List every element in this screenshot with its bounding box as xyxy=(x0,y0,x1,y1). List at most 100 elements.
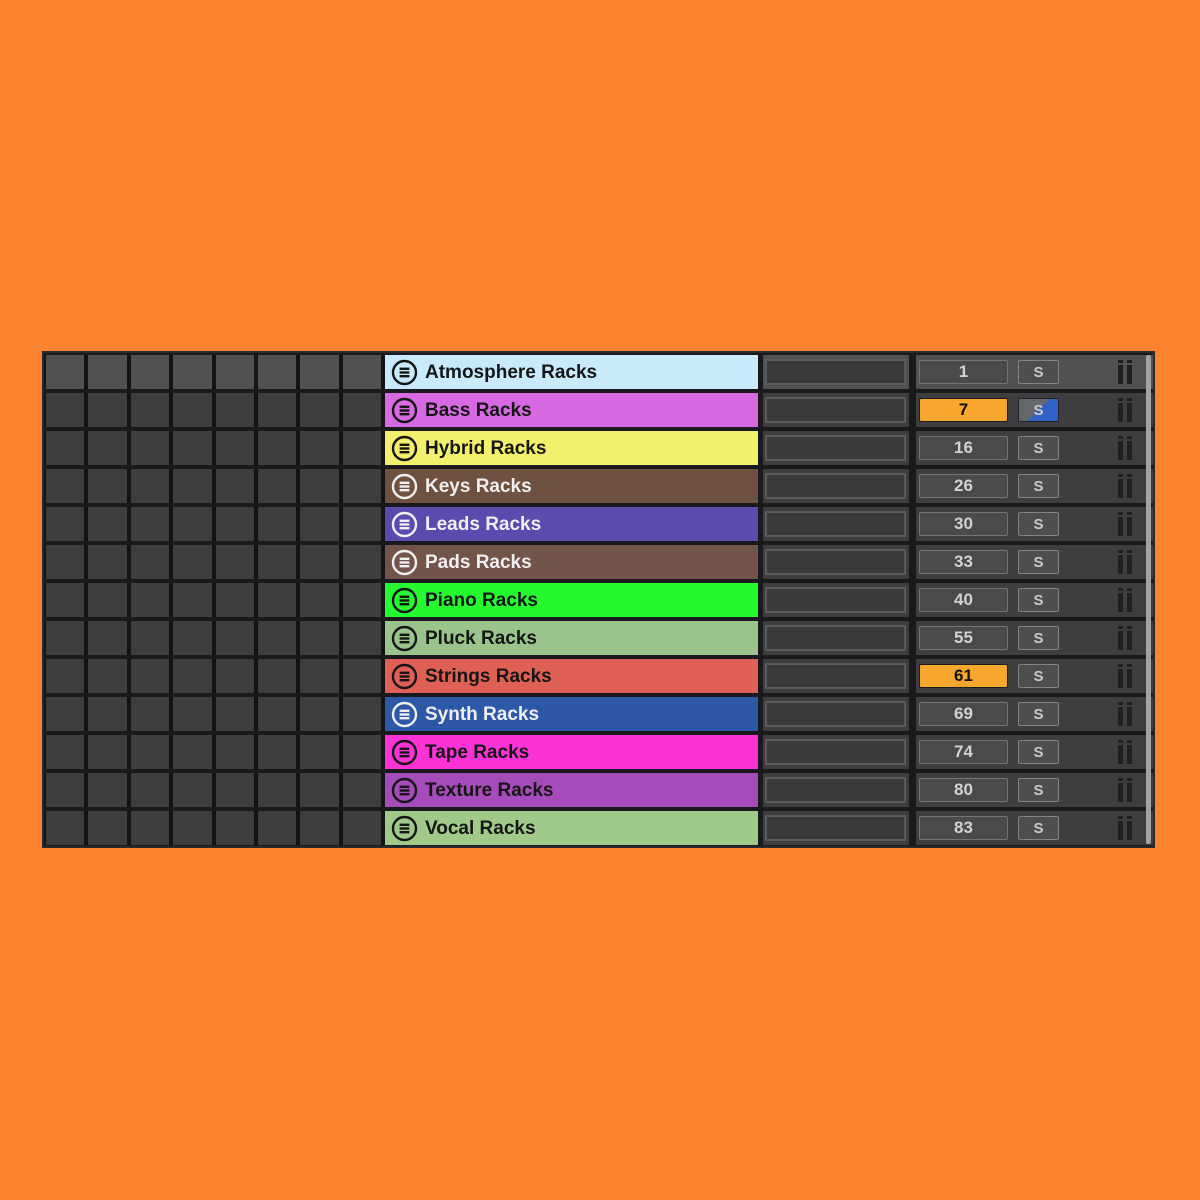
clip-slot[interactable] xyxy=(257,355,297,389)
clip-slot[interactable] xyxy=(173,393,212,427)
value-box[interactable]: 33 xyxy=(919,550,1008,574)
solo-button[interactable]: S xyxy=(1018,588,1059,612)
track-name-bar[interactable]: Tape Racks xyxy=(385,735,758,769)
clip-slot[interactable] xyxy=(130,773,170,807)
clip-slot[interactable] xyxy=(342,355,381,389)
clip-slot[interactable] xyxy=(215,773,254,807)
clip-slot[interactable] xyxy=(215,659,254,693)
clip-slot[interactable] xyxy=(257,431,297,465)
solo-button[interactable]: S xyxy=(1018,436,1059,460)
clip-slot[interactable] xyxy=(88,697,127,731)
clip-slot[interactable] xyxy=(130,355,170,389)
clip-slot[interactable] xyxy=(257,583,297,617)
vertical-scrollbar[interactable] xyxy=(1146,355,1151,844)
track-display-box[interactable] xyxy=(765,701,906,727)
clip-slot[interactable] xyxy=(300,659,339,693)
clip-slot[interactable] xyxy=(215,811,254,845)
clip-slot[interactable] xyxy=(173,659,212,693)
pause-icon[interactable] xyxy=(1118,435,1132,461)
track-name-bar[interactable]: Piano Racks xyxy=(385,583,758,617)
track-display-box[interactable] xyxy=(765,549,906,575)
clip-slot[interactable] xyxy=(300,697,339,731)
clip-slot[interactable] xyxy=(300,811,339,845)
clip-slot[interactable] xyxy=(257,469,297,503)
track-name-bar[interactable]: Keys Racks xyxy=(385,469,758,503)
clip-slot[interactable] xyxy=(88,355,127,389)
clip-slot[interactable] xyxy=(46,659,85,693)
clip-slot[interactable] xyxy=(257,507,297,541)
clip-slot[interactable] xyxy=(46,811,85,845)
clip-slot[interactable] xyxy=(173,697,212,731)
clip-slot[interactable] xyxy=(215,507,254,541)
solo-button[interactable]: S xyxy=(1018,360,1059,384)
clip-slot[interactable] xyxy=(342,393,381,427)
solo-button[interactable]: S xyxy=(1018,626,1059,650)
clip-slot[interactable] xyxy=(300,431,339,465)
clip-slot[interactable] xyxy=(215,697,254,731)
value-box[interactable]: 7 xyxy=(919,398,1008,422)
clip-slot[interactable] xyxy=(46,431,85,465)
clip-slot[interactable] xyxy=(130,469,170,503)
clip-slot[interactable] xyxy=(257,735,297,769)
track-name-bar[interactable]: Leads Racks xyxy=(385,507,758,541)
clip-slot[interactable] xyxy=(215,431,254,465)
clip-slot[interactable] xyxy=(257,393,297,427)
clip-slot[interactable] xyxy=(88,431,127,465)
track-display-box[interactable] xyxy=(765,397,906,423)
clip-slot[interactable] xyxy=(257,659,297,693)
solo-button[interactable]: S xyxy=(1018,816,1059,840)
pause-icon[interactable] xyxy=(1118,815,1132,841)
track-name-bar[interactable]: Atmosphere Racks xyxy=(385,355,758,389)
clip-slot[interactable] xyxy=(342,697,381,731)
value-box[interactable]: 1 xyxy=(919,360,1008,384)
clip-slot[interactable] xyxy=(46,583,85,617)
clip-slot[interactable] xyxy=(215,583,254,617)
clip-slot[interactable] xyxy=(342,507,381,541)
value-box[interactable]: 26 xyxy=(919,474,1008,498)
track-name-bar[interactable]: Pluck Racks xyxy=(385,621,758,655)
value-box[interactable]: 55 xyxy=(919,626,1008,650)
solo-button[interactable]: S xyxy=(1018,474,1059,498)
clip-slot[interactable] xyxy=(342,773,381,807)
track-display-box[interactable] xyxy=(765,663,906,689)
clip-slot[interactable] xyxy=(257,811,297,845)
track-name-bar[interactable]: Pads Racks xyxy=(385,545,758,579)
pause-icon[interactable] xyxy=(1118,701,1132,727)
clip-slot[interactable] xyxy=(257,621,297,655)
clip-slot[interactable] xyxy=(173,583,212,617)
pause-icon[interactable] xyxy=(1118,777,1132,803)
track-display-box[interactable] xyxy=(765,511,906,537)
pause-icon[interactable] xyxy=(1118,739,1132,765)
value-box[interactable]: 83 xyxy=(919,816,1008,840)
clip-slot[interactable] xyxy=(88,469,127,503)
clip-slot[interactable] xyxy=(173,773,212,807)
clip-slot[interactable] xyxy=(342,431,381,465)
clip-slot[interactable] xyxy=(300,507,339,541)
clip-slot[interactable] xyxy=(130,545,170,579)
clip-slot[interactable] xyxy=(88,507,127,541)
clip-slot[interactable] xyxy=(257,545,297,579)
value-box[interactable]: 61 xyxy=(919,664,1008,688)
track-display-box[interactable] xyxy=(765,777,906,803)
clip-slot[interactable] xyxy=(173,811,212,845)
solo-button[interactable]: S xyxy=(1018,664,1059,688)
solo-button[interactable]: S xyxy=(1018,550,1059,574)
track-display-box[interactable] xyxy=(765,435,906,461)
solo-button[interactable]: S xyxy=(1018,512,1059,536)
value-box[interactable]: 40 xyxy=(919,588,1008,612)
track-name-bar[interactable]: Synth Racks xyxy=(385,697,758,731)
clip-slot[interactable] xyxy=(300,773,339,807)
clip-slot[interactable] xyxy=(130,431,170,465)
track-name-bar[interactable]: Strings Racks xyxy=(385,659,758,693)
clip-slot[interactable] xyxy=(342,583,381,617)
track-name-bar[interactable]: Texture Racks xyxy=(385,773,758,807)
clip-slot[interactable] xyxy=(46,545,85,579)
value-box[interactable]: 74 xyxy=(919,740,1008,764)
solo-button[interactable]: S xyxy=(1018,398,1059,422)
clip-slot[interactable] xyxy=(88,773,127,807)
clip-slot[interactable] xyxy=(130,583,170,617)
clip-slot[interactable] xyxy=(88,583,127,617)
clip-slot[interactable] xyxy=(342,621,381,655)
solo-button[interactable]: S xyxy=(1018,702,1059,726)
track-display-box[interactable] xyxy=(765,587,906,613)
